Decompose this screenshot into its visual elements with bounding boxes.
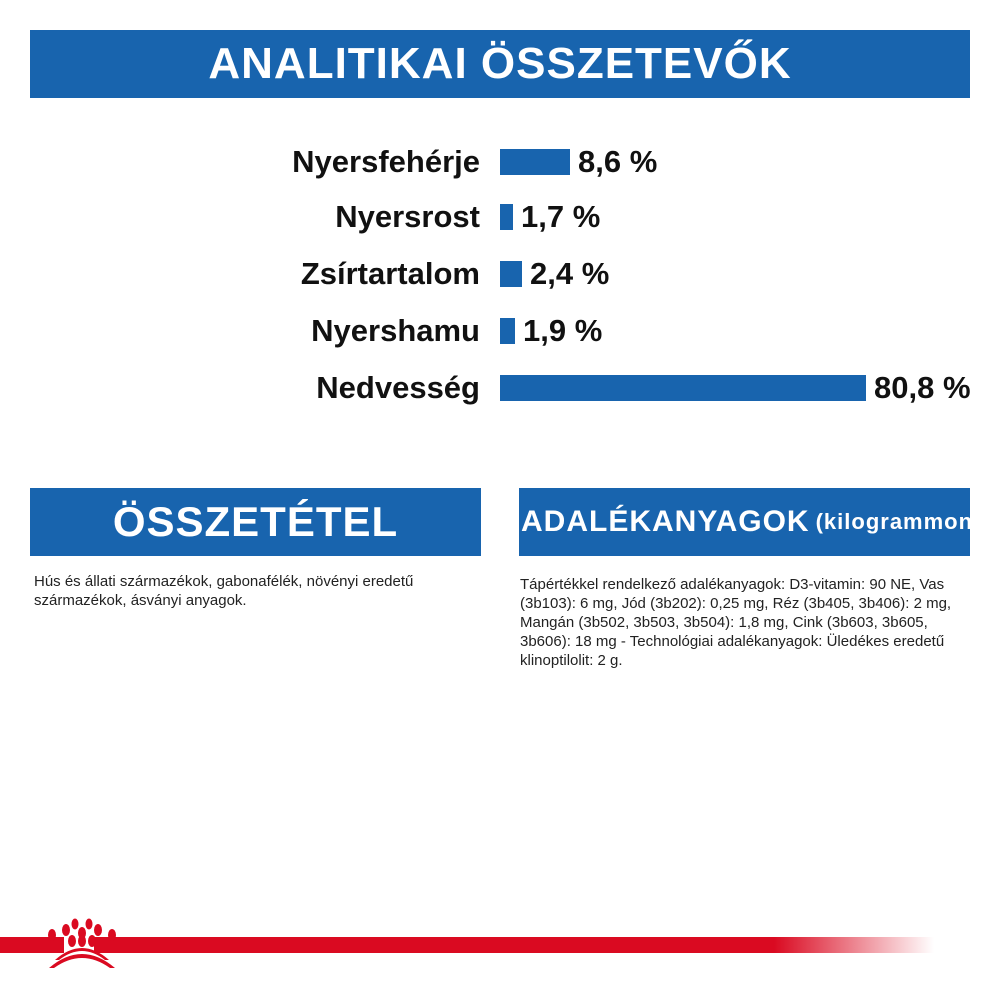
bar	[500, 375, 866, 401]
additives-header: ADALÉKANYAGOK(kilogrammonként)	[519, 488, 1000, 556]
category-label: Nyershamu	[311, 313, 480, 348]
additives-title-suffix: (kilogrammonként)	[815, 509, 1000, 534]
category-label: Nyersfehérje	[292, 144, 480, 179]
crown-icon	[48, 918, 116, 968]
bar-row: Nedvesség 80,8 %	[0, 368, 1000, 408]
additives-text: Tápértékkel rendelkező adalékanyagok: D3…	[520, 576, 952, 669]
bar-row: Nyershamu 1,9 %	[0, 311, 1000, 351]
bar-row: Nyersfehérje 8,6 %	[0, 142, 1000, 182]
category-label: Zsírtartalom	[300, 256, 480, 291]
value-label: 80,8 %	[874, 370, 971, 405]
red-band-fade	[774, 937, 934, 953]
additives-title: ADALÉKANYAGOK	[521, 505, 810, 538]
red-band-left	[0, 937, 64, 953]
value-label: 1,7 %	[521, 199, 601, 234]
value-label: 8,6 %	[578, 144, 658, 179]
category-label: Nyersrost	[335, 199, 480, 234]
value-label: 1,9 %	[523, 313, 603, 348]
bar-row: Nyersrost 1,7 %	[0, 197, 1000, 237]
royal-canin-logo-band	[0, 918, 934, 968]
bar	[500, 261, 522, 287]
composition-header: ÖSSZETÉTEL	[30, 488, 481, 556]
value-label: 2,4 %	[530, 256, 610, 291]
bar	[500, 204, 513, 230]
composition-title: ÖSSZETÉTEL	[112, 498, 399, 545]
bar	[500, 149, 570, 175]
category-label: Nedvesség	[316, 370, 480, 405]
bar	[500, 318, 515, 344]
composition-text: Hús és állati származékok, gabonafélék, …	[34, 573, 414, 609]
analytical-title: ANALITIKAI ÖSSZETEVŐK	[30, 30, 970, 98]
analytical-title-text: ANALITIKAI ÖSSZETEVŐK	[208, 39, 792, 88]
red-band-right	[94, 937, 774, 953]
bar-row: Zsírtartalom 2,4 %	[0, 254, 1000, 294]
